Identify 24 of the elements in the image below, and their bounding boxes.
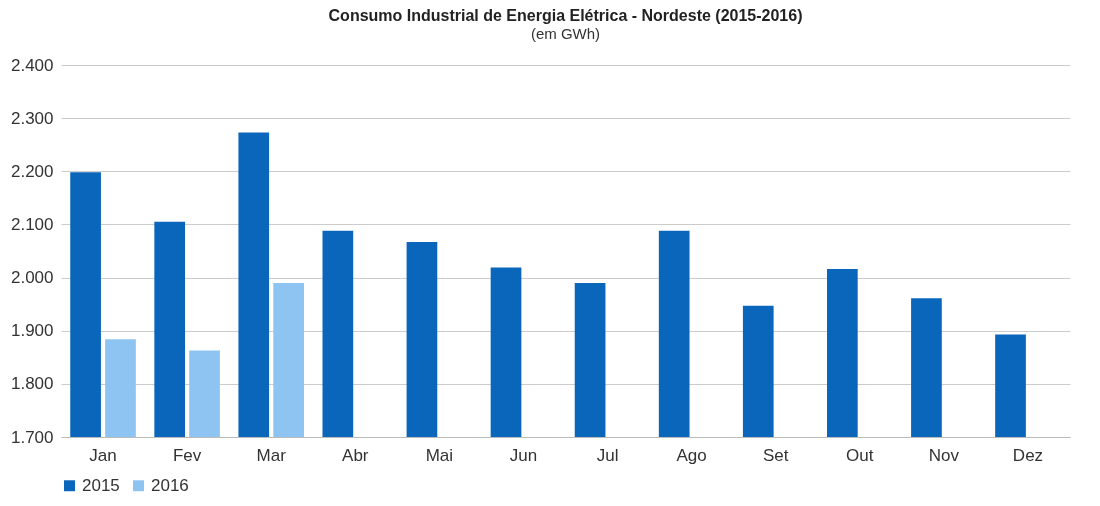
x-tick-label: Ago xyxy=(676,445,707,465)
x-tick-label: Set xyxy=(762,445,789,465)
x-tick-label: Jun xyxy=(509,445,538,465)
x-tick-label: Dez xyxy=(1012,445,1044,465)
legend-label: 2016 xyxy=(151,475,189,495)
x-tick-label: Jul xyxy=(596,445,619,465)
legend-label: 2015 xyxy=(82,475,120,495)
y-tick-label: 1.900 xyxy=(10,321,54,341)
x-tick-label: Fev xyxy=(172,445,202,465)
y-tick-label: 1.700 xyxy=(10,427,54,447)
x-tick-label: Jan xyxy=(89,445,117,465)
chart-subtitle: (em GWh) xyxy=(530,25,601,42)
y-tick-label: 2.200 xyxy=(10,161,54,181)
y-tick-label: 2.100 xyxy=(10,214,54,234)
y-tick-label: 2.400 xyxy=(10,55,54,75)
y-tick-label: 2.000 xyxy=(10,268,54,288)
chart-title: Consumo Industrial de Energia Elétrica - Nordeste (2015-2016) xyxy=(328,7,803,24)
y-tick-label: 2.300 xyxy=(10,108,54,128)
x-tick-label: Nov xyxy=(928,445,960,465)
x-tick-label: Out xyxy=(846,445,874,465)
x-tick-label: Mar xyxy=(256,445,287,465)
x-tick-label: Mai xyxy=(425,445,454,465)
y-tick-label: 1.800 xyxy=(10,374,54,394)
x-tick-label: Abr xyxy=(342,445,369,465)
